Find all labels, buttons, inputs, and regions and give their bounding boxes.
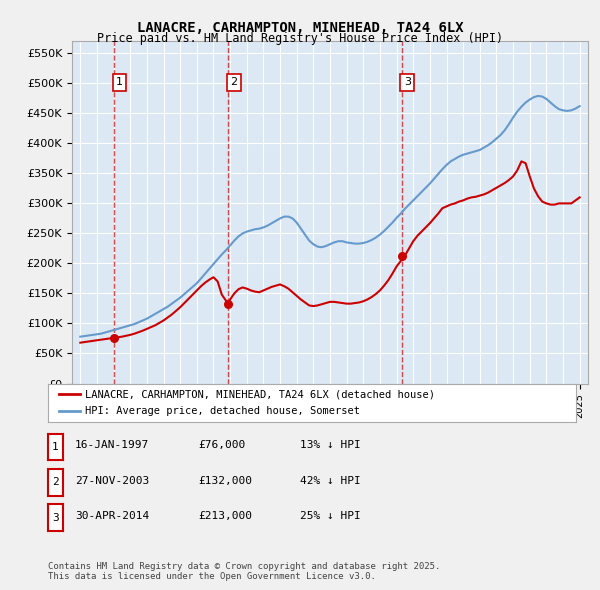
Text: LANACRE, CARHAMPTON, MINEHEAD, TA24 6LX (detached house): LANACRE, CARHAMPTON, MINEHEAD, TA24 6LX …: [85, 389, 435, 399]
Point: [397, 251, 407, 260]
Text: £213,000: £213,000: [198, 512, 252, 521]
Text: Contains HM Land Registry data © Crown copyright and database right 2025.
This d: Contains HM Land Registry data © Crown c…: [48, 562, 440, 581]
Text: 27-NOV-2003: 27-NOV-2003: [75, 476, 149, 486]
Text: 1: 1: [116, 77, 123, 87]
Text: LANACRE, CARHAMPTON, MINEHEAD, TA24 6LX: LANACRE, CARHAMPTON, MINEHEAD, TA24 6LX: [137, 21, 463, 35]
Text: 2: 2: [230, 77, 237, 87]
Text: 1: 1: [52, 442, 59, 452]
Text: 3: 3: [404, 77, 411, 87]
Text: HPI: Average price, detached house, Somerset: HPI: Average price, detached house, Some…: [85, 406, 360, 416]
Text: 3: 3: [52, 513, 59, 523]
Point: [109, 333, 119, 343]
Text: £76,000: £76,000: [198, 441, 245, 450]
Text: £132,000: £132,000: [198, 476, 252, 486]
Text: 2: 2: [52, 477, 59, 487]
Text: 25% ↓ HPI: 25% ↓ HPI: [300, 512, 361, 521]
Text: 30-APR-2014: 30-APR-2014: [75, 512, 149, 521]
Text: Price paid vs. HM Land Registry's House Price Index (HPI): Price paid vs. HM Land Registry's House …: [97, 32, 503, 45]
Text: 42% ↓ HPI: 42% ↓ HPI: [300, 476, 361, 486]
Text: 13% ↓ HPI: 13% ↓ HPI: [300, 441, 361, 450]
Text: 16-JAN-1997: 16-JAN-1997: [75, 441, 149, 450]
Point: [224, 300, 233, 309]
